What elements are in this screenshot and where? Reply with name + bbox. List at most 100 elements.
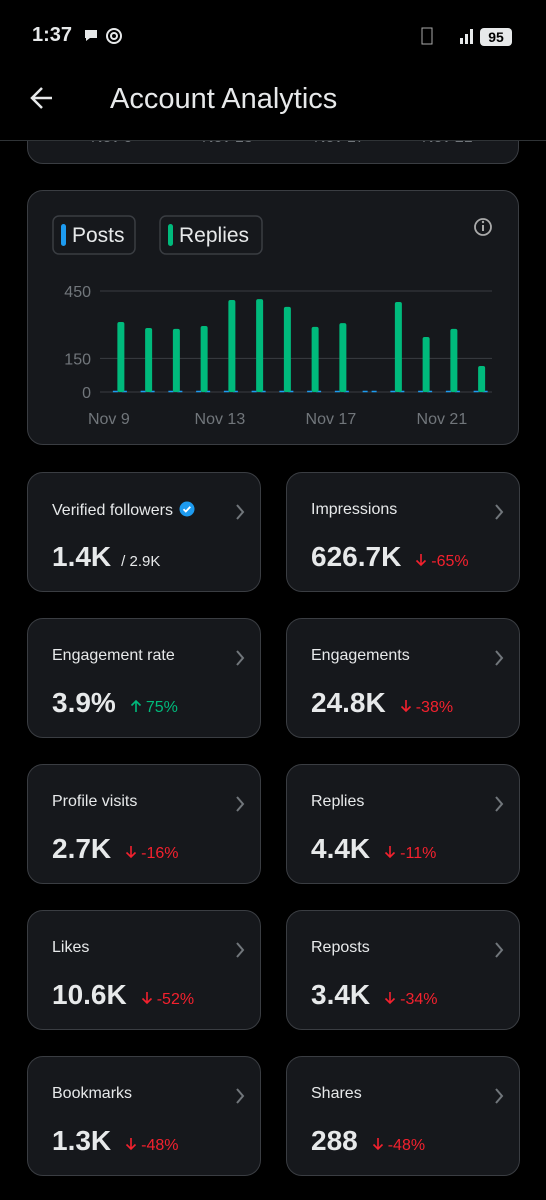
chevron <box>236 504 245 520</box>
change-text: -34% <box>400 991 438 1008</box>
change-arrow <box>416 554 427 567</box>
metric-value-text: 10.6K <box>52 979 127 1010</box>
back-button[interactable] <box>28 84 56 112</box>
metric-label: Engagements <box>311 647 410 665</box>
chevron-path <box>236 504 245 520</box>
metric-label: Profile visits <box>52 793 137 811</box>
metric-label-text: Reposts <box>311 939 370 956</box>
change-text: -65% <box>431 553 469 570</box>
metric-value-text: 24.8K <box>311 687 386 718</box>
metric-change: -48% <box>372 1137 425 1155</box>
page-title: Account Analytics <box>110 83 338 115</box>
change-text: -52% <box>156 991 195 1008</box>
legend-swatch <box>60 223 66 246</box>
metric-value-text: 3.4K <box>311 979 371 1010</box>
arrow-path <box>400 700 411 713</box>
chevron <box>495 1088 504 1104</box>
change-text: 75% <box>145 699 178 716</box>
metric-card[interactable]: Profile visits 2.7K -16% <box>27 764 261 884</box>
metric-change: -48% <box>125 1137 179 1155</box>
metric-value: 626.7K -65% <box>311 541 469 573</box>
bar <box>227 299 235 392</box>
change-arrow <box>126 1138 137 1151</box>
arrow-path <box>385 992 396 1005</box>
legend-label: Posts <box>72 224 125 247</box>
change-arrow <box>385 992 396 1005</box>
metric-card[interactable]: Verified followers 1.4K / 2.9K <box>27 472 261 592</box>
change-text: -16% <box>141 845 179 862</box>
metric-label: Replies <box>311 793 364 811</box>
arrow-path <box>385 846 396 859</box>
metric-secondary: / 2.9K <box>121 553 161 570</box>
change-text: -38% <box>415 699 454 716</box>
x-tick-label: Nov 17 <box>305 411 356 428</box>
info-icon[interactable] <box>473 217 492 236</box>
metric-value-text: 288 <box>311 1125 358 1156</box>
bar <box>338 322 346 392</box>
metric-change: -34% <box>384 991 438 1009</box>
metric-card[interactable]: Reposts 3.4K -34% <box>286 910 520 1030</box>
info-icon-dot <box>481 220 484 223</box>
chevron-path <box>236 796 245 812</box>
metric-label-text: Engagements <box>311 647 410 664</box>
metric-card[interactable]: Shares 288 -48% <box>286 1056 520 1176</box>
chevron <box>495 796 504 812</box>
change-text: -11% <box>400 845 437 862</box>
arrow-path <box>372 1138 383 1151</box>
change-arrow <box>385 846 396 859</box>
chevron-path <box>236 1088 245 1104</box>
metric-label-text: Engagement rate <box>52 647 175 664</box>
metric-card[interactable]: Replies 4.4K -11% <box>286 764 520 884</box>
change-arrow <box>126 846 137 859</box>
chevron-path <box>495 796 504 812</box>
x-tick-label: Nov 13 <box>194 411 245 428</box>
chart: 0 150 450 Posts Replies Nov 9 Nov 13 Nov 17 Nov … <box>51 214 492 428</box>
legend-item <box>51 214 136 255</box>
status-time: 1:37 <box>32 24 73 46</box>
metric-value: 3.4K -34% <box>311 979 438 1011</box>
metric-value: 3.9% 75% <box>52 687 178 719</box>
chevron-path <box>495 942 504 958</box>
bar <box>477 365 485 392</box>
metric-label-text: Verified followers <box>52 502 173 519</box>
metric-change: -38% <box>400 699 453 717</box>
bar <box>144 327 152 392</box>
metric-card[interactable]: Bookmarks 1.3K -48% <box>27 1056 261 1176</box>
x-tick-label: Nov 21 <box>416 411 467 428</box>
bar <box>283 306 291 392</box>
metric-card[interactable]: Engagement rate 3.9% 75% <box>27 618 261 738</box>
bar <box>311 326 319 392</box>
metric-value-text: 2.7K <box>52 833 112 864</box>
metric-value-text: 4.4K <box>311 833 371 864</box>
metric-card[interactable]: Likes 10.6K -52% <box>27 910 261 1030</box>
bar <box>172 328 180 392</box>
change-arrow <box>400 700 411 713</box>
metric-label: Likes <box>52 939 89 957</box>
metric-card[interactable]: Engagements 24.8K -38% <box>286 618 520 738</box>
y-tick-label: 450 <box>64 284 91 301</box>
chevron <box>236 942 245 958</box>
x-tick-label: Nov 9 <box>87 411 129 428</box>
header: 1:37 95 Account Analytics <box>0 0 546 141</box>
legend-item <box>158 214 263 255</box>
metric-label-text: Likes <box>52 939 90 956</box>
badge-check <box>182 506 191 513</box>
metric-label: Reposts <box>311 939 370 957</box>
arrow-path <box>141 992 152 1005</box>
metric-change: -52% <box>141 991 194 1009</box>
metric-card[interactable]: Impressions 626.7K -65% <box>286 472 520 592</box>
arrow-path <box>130 699 141 712</box>
chevron-path <box>236 650 245 666</box>
metric-value: 1.3K -48% <box>52 1125 179 1157</box>
metric-change: -16% <box>125 845 179 863</box>
chevron-path <box>495 1088 504 1104</box>
metric-value: 24.8K -38% <box>311 687 453 719</box>
metric-label: Shares <box>311 1085 362 1103</box>
bar <box>394 301 402 392</box>
metric-label-text: Impressions <box>311 501 398 518</box>
chevron <box>495 942 504 958</box>
chevron <box>495 650 504 666</box>
status-icons <box>85 28 122 44</box>
metric-label-text: Profile visits <box>52 793 138 810</box>
